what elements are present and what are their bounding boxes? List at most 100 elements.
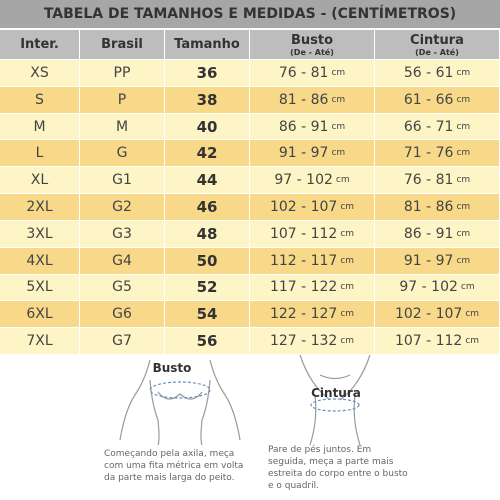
range: 102 - 107 xyxy=(269,198,338,215)
range: 76 - 81 xyxy=(403,172,454,189)
unit: cm xyxy=(335,175,350,186)
table-cell: 76 - 81 cm xyxy=(375,167,500,195)
table-cell: 4XL xyxy=(0,247,80,275)
table-cell: 81 - 86 cm xyxy=(375,194,500,221)
cell-text: 44 xyxy=(196,171,218,190)
range: 76 - 81 xyxy=(278,64,329,81)
table-cell: 102 - 107 cm xyxy=(375,301,500,329)
header-sub: (De - Até) xyxy=(415,47,459,57)
caption-line: com uma fita métrica em volta xyxy=(104,461,244,471)
cell-text: G xyxy=(116,145,128,162)
caption-line: Pare de pés juntos. Em xyxy=(268,445,372,455)
cell-text: 48 xyxy=(196,224,218,243)
table-title: TABELA DE TAMANHOS E MEDIDAS - (CENTÍMET… xyxy=(0,0,500,28)
table-cell: 76 - 81 cm xyxy=(250,60,375,87)
cell-text: 4XL xyxy=(26,252,53,269)
caption-line: seguida, meça a parte mais xyxy=(268,457,394,467)
table-cell: P xyxy=(80,86,165,114)
cell-text: G7 xyxy=(112,333,132,350)
table-cell: 46 xyxy=(165,194,250,221)
range: 56 - 61 xyxy=(403,64,454,81)
header-cell: Busto (De - Até) xyxy=(250,30,375,60)
table-cell: G2 xyxy=(80,194,165,221)
table-cell: 7XL xyxy=(0,328,80,355)
table-cell: PP xyxy=(80,60,165,87)
caption-line: e o quadril. xyxy=(268,481,319,491)
cell-text: L xyxy=(35,145,44,162)
unit: cm xyxy=(331,148,346,159)
header-cell: Cintura (De - Até) xyxy=(375,30,500,60)
header-sub: (De - Até) xyxy=(290,47,334,57)
header-label: Busto xyxy=(290,32,334,48)
cell-text: 56 xyxy=(196,332,218,351)
range: 71 - 76 xyxy=(403,145,454,162)
table-cell: 81 - 86 cm xyxy=(250,86,375,114)
unit: cm xyxy=(456,148,471,159)
cell-text: G6 xyxy=(112,306,132,323)
unit: cm xyxy=(456,201,471,212)
table-cell: G6 xyxy=(80,301,165,329)
range: 81 - 86 xyxy=(403,198,454,215)
range: 127 - 132 xyxy=(269,333,338,350)
unit: cm xyxy=(460,282,475,293)
table-cell: G7 xyxy=(80,328,165,355)
header-cell: Tamanho xyxy=(165,30,250,60)
unit: cm xyxy=(456,228,471,239)
table-cell: 91 - 97 cm xyxy=(375,247,500,275)
table-cell: 107 - 112 cm xyxy=(250,220,375,248)
table-cell: 36 xyxy=(165,60,250,87)
table-cell: 61 - 66 cm xyxy=(375,86,500,114)
range: 122 - 127 xyxy=(269,306,338,323)
table-cell: 42 xyxy=(165,140,250,168)
range: 86 - 91 xyxy=(403,225,454,242)
range: 86 - 91 xyxy=(278,118,329,135)
unit: cm xyxy=(340,201,355,212)
cell-text: 46 xyxy=(196,197,218,216)
range: 102 - 107 xyxy=(394,306,463,323)
table-cell: 50 xyxy=(165,247,250,275)
table-cell: XL xyxy=(0,167,80,195)
caption-line: Começando pela axila, meça xyxy=(104,449,235,459)
table-cell: 122 - 127 cm xyxy=(250,301,375,329)
cell-text: S xyxy=(35,91,44,108)
table-cell: 5XL xyxy=(0,274,80,302)
table-cell: 102 - 107 cm xyxy=(250,194,375,221)
figure-label: Busto xyxy=(153,361,192,375)
table-cell: 86 - 91 cm xyxy=(375,220,500,248)
range: 66 - 71 xyxy=(403,118,454,135)
table-cell: 48 xyxy=(165,220,250,248)
range: 81 - 86 xyxy=(278,91,329,108)
unit: cm xyxy=(331,121,346,132)
table-cell: G5 xyxy=(80,274,165,302)
range: 91 - 97 xyxy=(278,145,329,162)
unit: cm xyxy=(340,282,355,293)
table-cell: M xyxy=(80,113,165,141)
header-cell: Brasil xyxy=(80,30,165,60)
figure-label: Cintura xyxy=(311,386,361,400)
table-cell: 38 xyxy=(165,86,250,114)
unit: cm xyxy=(456,175,471,186)
table-cell: 56 - 61 cm xyxy=(375,60,500,87)
table-cell: 44 xyxy=(165,167,250,195)
waist-figure xyxy=(299,354,371,446)
cell-text: G4 xyxy=(112,252,132,269)
cell-text: XL xyxy=(30,172,49,189)
table-cell: 97 - 102 cm xyxy=(375,274,500,302)
cell-text: 6XL xyxy=(26,306,53,323)
table-cell: 40 xyxy=(165,113,250,141)
table-cell: G3 xyxy=(80,220,165,248)
unit: cm xyxy=(340,336,355,347)
cell-text: 54 xyxy=(196,305,218,324)
cell-text: 40 xyxy=(196,117,218,136)
table-cell: L xyxy=(0,140,80,168)
table-cell: G1 xyxy=(80,167,165,195)
unit: cm xyxy=(331,94,346,105)
cell-text: 3XL xyxy=(26,225,53,242)
range: 97 - 102 xyxy=(399,279,458,296)
cell-text: P xyxy=(117,91,127,108)
cell-text: M xyxy=(115,118,129,135)
cell-text: G2 xyxy=(112,198,132,215)
cell-text: G1 xyxy=(112,172,132,189)
table-cell: 66 - 71 cm xyxy=(375,113,500,141)
unit: cm xyxy=(456,255,471,266)
